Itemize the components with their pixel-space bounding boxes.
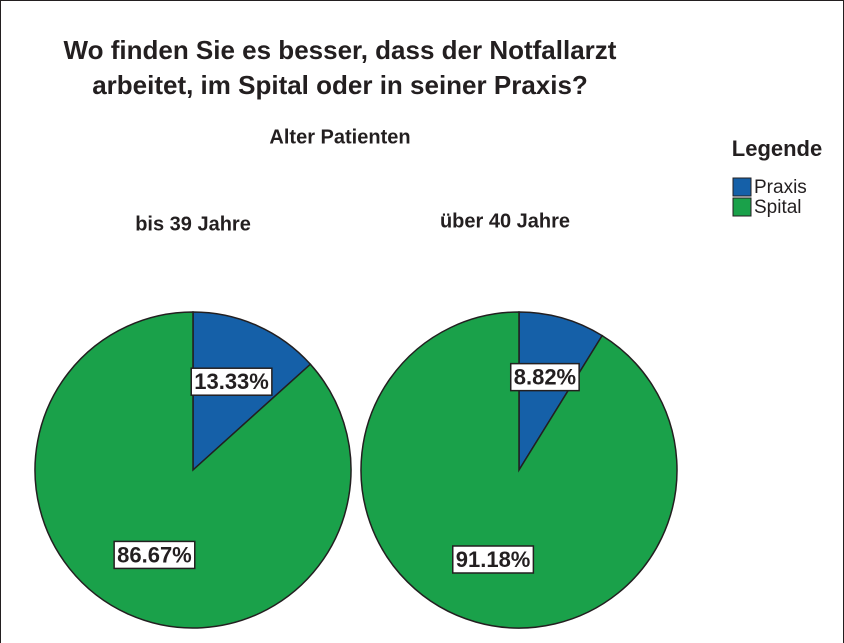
data-label: 91.18% [456,547,531,572]
data-label-box [113,540,196,570]
data-label-box [452,545,535,574]
data-label-box [509,362,580,392]
chart-title: Wo finden Sie es besser, dass der Notfal… [64,35,617,65]
data-label: 8.82% [514,365,576,390]
legend-label: Spital [754,197,802,218]
pie-slice [360,311,678,629]
legend-swatch [732,177,752,197]
legend-title: Legende [732,136,822,161]
chart-title: arbeitet, im Spital oder in seiner Praxi… [92,70,588,100]
pie-title: über 40 Jahre [440,210,570,232]
data-label: 13.33% [194,369,269,394]
legend-swatch [732,197,752,217]
data-label-box [190,367,273,396]
legend-label: Praxis [754,177,807,198]
pie-title: bis 39 Jahre [135,213,251,235]
subtitle: Alter Patienten [269,126,410,148]
data-label: 86.67% [117,542,192,567]
